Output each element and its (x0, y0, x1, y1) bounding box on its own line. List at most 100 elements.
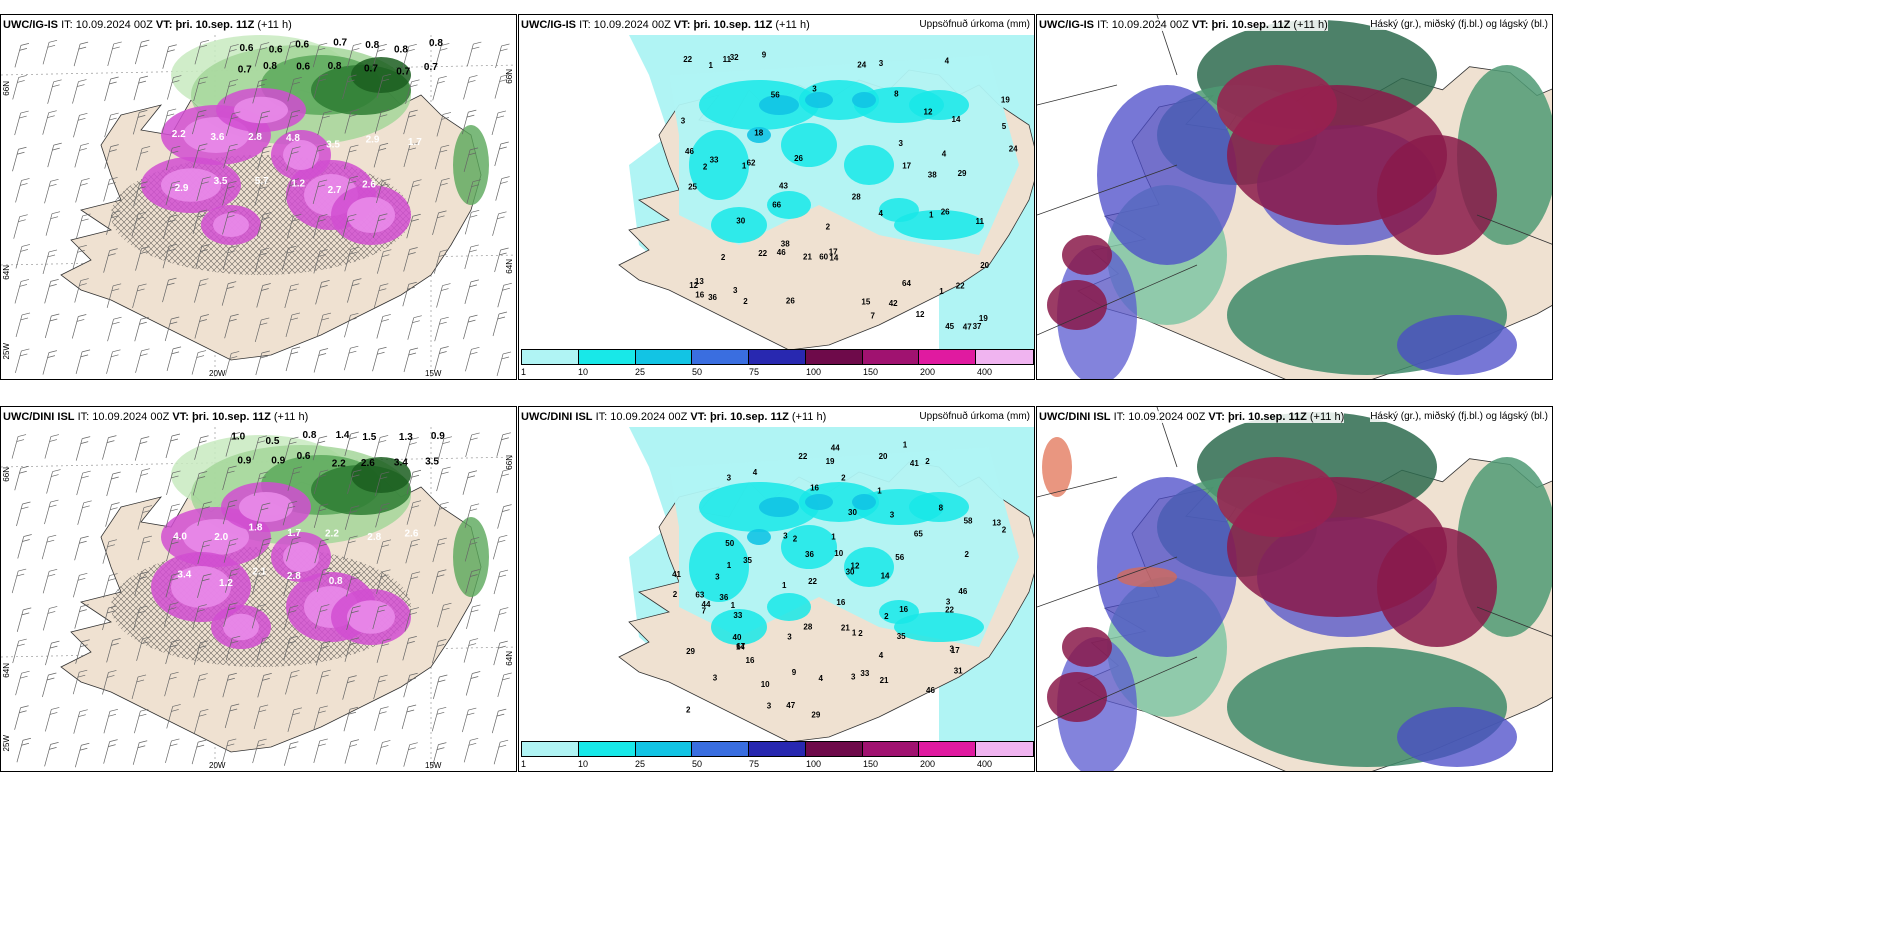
colorbar-segment (522, 742, 579, 756)
wind-barb (433, 249, 449, 274)
wind-barb (42, 672, 57, 698)
wind-barb (44, 434, 59, 459)
wind-barb (193, 673, 208, 698)
precip-value-label: 30 (846, 568, 855, 577)
precip-area (747, 127, 771, 143)
precip-value-label: 3 (890, 510, 895, 519)
precip-value-label: 63 (695, 591, 704, 600)
precip-value-label: 1 (939, 287, 944, 296)
wind-barb (402, 281, 417, 307)
wind-barb (12, 146, 27, 172)
precip-value-label: 38 (781, 239, 790, 248)
precip-value-label: 19 (1001, 96, 1010, 105)
wind-barb (312, 42, 328, 68)
wind-barb (222, 672, 237, 698)
wind-barb (165, 572, 180, 598)
gust-value-label: 0.9 (431, 431, 445, 442)
precip-area (894, 210, 984, 240)
panel-cloud-dini: UWC/DINI ISL IT: 10.09.2024 00Z VT: þri.… (1036, 406, 1553, 772)
wind-barb (342, 675, 357, 700)
wind-barb (254, 317, 270, 343)
panel-wind-dini: UWC/DINI ISL IT: 10.09.2024 00Z VT: þri.… (0, 406, 517, 772)
lat-label-66n-right: 66N (505, 455, 514, 470)
wind-barb (282, 501, 298, 526)
wind-barb (253, 704, 269, 730)
precip-value-label: 30 (848, 508, 857, 517)
wind-barb (405, 571, 421, 596)
gust-value-label: 2.1 (252, 567, 266, 578)
precip-value-label: 47 (786, 701, 795, 710)
precip-value-label: 12 (916, 310, 925, 319)
wind-barb (373, 435, 389, 460)
precip-value-label: 33 (710, 156, 719, 165)
wind-barb (256, 636, 271, 661)
lat-label-64n-right: 64N (505, 259, 514, 274)
precip-value-label: 29 (811, 710, 820, 719)
precip-value-label: 3 (899, 139, 904, 148)
precip-value-label: 3 (767, 701, 772, 710)
precip-value-label: 21 (803, 253, 812, 262)
wind-barb (465, 432, 480, 458)
colorbar-tick-label: 1 (521, 367, 527, 377)
wind-barb (257, 145, 272, 171)
wind-barb (252, 79, 267, 104)
wind-barb (403, 142, 419, 168)
precip-area (852, 494, 876, 510)
wind-barb (192, 209, 208, 235)
gust-area (239, 492, 293, 522)
wind-barb (464, 244, 479, 270)
wind-barb (376, 740, 391, 765)
wind-barb (496, 432, 511, 457)
precip-value-label: 60 (819, 253, 828, 262)
wind-barb (166, 704, 181, 729)
colorbar-tick-label: 25 (635, 367, 646, 377)
cloud-variable-label: Háský (gr.), miðský (fj.bl.) og lágský (… (1370, 19, 1548, 30)
wind-barb (77, 500, 92, 525)
precip-value-label: 22 (683, 55, 692, 64)
gust-value-label: 0.8 (328, 61, 342, 72)
wind-barb (285, 312, 301, 338)
precip-value-label: 8 (939, 504, 944, 513)
gust-area (347, 600, 395, 634)
wind-barb (492, 311, 508, 337)
wind-barb (434, 316, 449, 342)
colorbar-segment (919, 350, 977, 364)
precip-value-label: 21 (841, 623, 850, 632)
precip-value-label: 65 (914, 530, 923, 539)
wind-barb (192, 471, 208, 496)
lon-label-20w: 20W (209, 369, 226, 378)
wind-barb (372, 604, 387, 630)
gust-value-label: 2.8 (287, 571, 301, 582)
mid-cloud-area (1377, 527, 1497, 647)
wind-barb (374, 471, 390, 497)
wind-barb (195, 244, 210, 269)
precip-value-label: 2 (965, 550, 970, 559)
precip-value-label: 29 (686, 647, 695, 656)
wind-barb (465, 671, 481, 696)
wind-barb (313, 348, 329, 373)
precip-area (689, 532, 749, 602)
wind-barb (42, 110, 57, 135)
precip-value-label: 22 (798, 452, 807, 461)
wind-barb (225, 635, 241, 661)
precip-value-label: 10 (761, 680, 770, 689)
wind-barb (166, 346, 182, 371)
precip-value-label: 36 (708, 293, 717, 302)
wind-barb (463, 147, 479, 172)
mid-cloud-area (1117, 567, 1177, 587)
wind-barb (286, 146, 301, 171)
wind-barb (376, 178, 391, 204)
wind-barb (72, 572, 88, 598)
wind-barb (406, 500, 422, 525)
wind-barb (286, 213, 302, 239)
precip-value-label: 17 (902, 162, 911, 171)
precip-value-label: 15 (861, 297, 870, 306)
precip-value-label: 32 (730, 53, 739, 62)
wind-barb (194, 435, 209, 460)
precip-value-label: 26 (794, 154, 803, 163)
precip-value-label: 4 (753, 468, 758, 477)
wind-barb (102, 539, 117, 564)
wind-barb (491, 110, 507, 136)
lat-label-64n: 64N (2, 265, 11, 280)
precip-value-label: 8 (894, 90, 899, 99)
